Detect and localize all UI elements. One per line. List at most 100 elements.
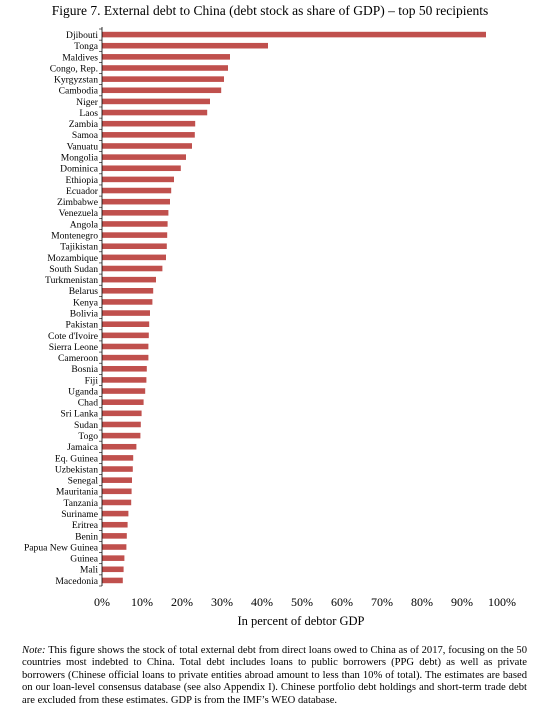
category-label: Chad	[78, 398, 98, 409]
category-label: Cambodia	[59, 86, 99, 97]
category-label: Vanuatu	[67, 141, 99, 152]
bar	[102, 221, 168, 227]
category-label: Belarus	[69, 286, 99, 297]
category-label: Zambia	[69, 119, 99, 130]
bar	[102, 54, 230, 60]
category-label: Laos	[79, 108, 98, 119]
figure-title: Figure 7. External debt to China (debt s…	[51, 3, 489, 18]
category-label: Bosnia	[71, 364, 98, 375]
bar	[102, 510, 129, 517]
x-tick-labels-group: 0% 10% 20% 30% 40% 50% 60% 70% 80% 90% 100%	[94, 595, 516, 609]
category-label: Dominica	[60, 164, 99, 175]
category-label: Cameroon	[58, 353, 98, 364]
bar	[102, 232, 168, 238]
category-label: Suriname	[61, 509, 98, 520]
bar	[102, 499, 132, 506]
bar	[102, 243, 167, 250]
category-label: Turkmenistan	[45, 275, 98, 286]
category-label: Mongolia	[61, 153, 99, 164]
x-tick-label: 90%	[451, 595, 473, 609]
bar	[102, 87, 222, 94]
category-label: Ecuador	[66, 186, 99, 197]
category-label: Tajikistan	[60, 242, 98, 253]
category-label: Sierra Leone	[49, 342, 98, 353]
x-tick-label: 50%	[291, 595, 313, 609]
category-label: Papua New Guinea	[24, 542, 99, 553]
category-label: Niger	[76, 97, 99, 108]
bar	[102, 533, 127, 539]
category-label: Angola	[70, 219, 99, 230]
bar	[102, 555, 125, 561]
bar	[102, 42, 268, 49]
x-tick-label: 20%	[171, 595, 193, 609]
category-label: Togo	[78, 431, 98, 442]
bar	[102, 544, 127, 550]
bar	[102, 187, 172, 194]
x-tick-label: 0%	[94, 595, 110, 609]
bar	[102, 443, 137, 450]
category-label: Benin	[75, 531, 98, 542]
bar	[102, 566, 124, 573]
bar	[102, 432, 141, 439]
bar	[102, 288, 154, 294]
x-tick-label: 70%	[371, 595, 393, 609]
category-label: Bolivia	[70, 308, 99, 319]
category-label: South Sudan	[49, 264, 98, 275]
bar	[102, 354, 149, 361]
axes-group	[99, 27, 103, 587]
bar	[102, 421, 141, 428]
category-label: Congo, Rep.	[50, 63, 98, 74]
category-label: Tonga	[74, 41, 99, 52]
bar	[102, 109, 208, 116]
bar	[102, 76, 224, 82]
bar	[102, 477, 132, 483]
bar	[102, 210, 169, 216]
bar	[102, 276, 156, 283]
category-label: Uganda	[68, 386, 99, 397]
bar	[102, 388, 146, 394]
category-label: Mozambique	[47, 253, 98, 264]
bar	[102, 299, 153, 305]
bar	[102, 31, 486, 38]
category-label: Djibouti	[66, 30, 98, 41]
category-label: Tanzania	[64, 498, 99, 509]
x-tick-label: 80%	[411, 595, 433, 609]
category-label: Pakistan	[65, 320, 98, 331]
bar	[102, 65, 228, 71]
category-label: Jamaica	[67, 442, 99, 453]
bar	[102, 488, 132, 495]
category-label: Guinea	[70, 554, 98, 565]
category-label: Macedonia	[55, 576, 98, 587]
bar	[102, 154, 186, 160]
x-tick-label: 10%	[131, 595, 153, 609]
x-tick-label: 40%	[251, 595, 273, 609]
bar	[102, 399, 144, 405]
x-tick-label: 30%	[211, 595, 233, 609]
bar	[102, 365, 147, 372]
category-label: Maldives	[62, 52, 98, 63]
bar	[102, 577, 123, 584]
bars-group	[102, 31, 486, 584]
category-label: Ethiopia	[65, 175, 98, 186]
category-label: Venezuela	[59, 208, 99, 219]
category-label: Sudan	[74, 420, 98, 431]
bar	[102, 332, 149, 339]
bar	[102, 132, 195, 138]
x-tick-label: 100%	[488, 595, 516, 609]
category-label: Montenegro	[51, 230, 98, 241]
bar	[102, 198, 170, 205]
bar	[102, 521, 128, 528]
bar	[102, 466, 133, 472]
bar	[102, 455, 134, 461]
category-label: Fiji	[85, 375, 99, 386]
note-label: Note:	[22, 645, 46, 656]
category-label: Kenya	[73, 297, 99, 308]
bar	[102, 377, 147, 383]
note-text: This figure shows the stock of total ext…	[22, 645, 527, 706]
bar	[102, 254, 166, 261]
bar	[102, 120, 196, 127]
bar	[102, 98, 210, 105]
x-axis-title: In percent of debtor GDP	[237, 614, 364, 628]
